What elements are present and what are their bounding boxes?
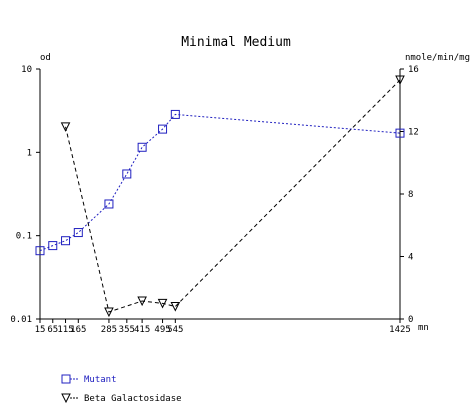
x-tick-label: 115 xyxy=(57,325,73,335)
series-line xyxy=(65,79,401,313)
point xyxy=(157,298,168,309)
point xyxy=(48,241,58,251)
x-tick-label: 65 xyxy=(47,325,58,335)
x-tick-label: 495 xyxy=(154,325,170,335)
y-tick-label: 1 xyxy=(27,148,32,158)
point xyxy=(137,142,147,152)
point xyxy=(158,124,168,134)
x-axis-label: mn xyxy=(418,323,429,333)
point xyxy=(170,109,180,119)
y2-tick-label: 0 xyxy=(408,315,413,325)
series-line xyxy=(39,113,401,252)
legend-marker xyxy=(61,393,71,404)
y2-tick-label: 8 xyxy=(408,190,413,200)
x-tick-label: 285 xyxy=(101,325,117,335)
point xyxy=(170,302,181,312)
point xyxy=(122,169,132,179)
point xyxy=(137,296,147,307)
chart-title: Minimal Medium xyxy=(181,35,291,50)
x-tick-label: 15 xyxy=(35,325,46,335)
y2-tick-label: 4 xyxy=(408,253,413,263)
y2-tick-label: 16 xyxy=(408,65,419,75)
x-tick-label: 355 xyxy=(119,325,135,335)
point xyxy=(104,307,114,318)
y2-axis-label: nmole/min/mg xyxy=(405,53,470,63)
y-axis-label: od xyxy=(40,53,51,63)
y-tick-label: 0.01 xyxy=(10,315,32,325)
point xyxy=(73,228,83,238)
x-tick-label: 1425 xyxy=(389,325,411,335)
x-tick-label: 545 xyxy=(167,325,183,335)
point xyxy=(395,75,405,86)
legend-label: Mutant xyxy=(84,375,117,385)
point xyxy=(104,199,114,209)
legend-label: Beta Galactosidase xyxy=(84,394,182,404)
point xyxy=(35,246,45,256)
y-tick-label: 0.1 xyxy=(16,232,32,242)
y-tick-label: 10 xyxy=(21,65,32,75)
point xyxy=(61,236,71,246)
y2-tick-label: 12 xyxy=(408,128,419,138)
legend-marker xyxy=(61,374,71,384)
x-tick-label: 415 xyxy=(134,325,150,335)
x-tick-label: 165 xyxy=(70,325,86,335)
point xyxy=(395,128,405,138)
point xyxy=(60,122,71,132)
